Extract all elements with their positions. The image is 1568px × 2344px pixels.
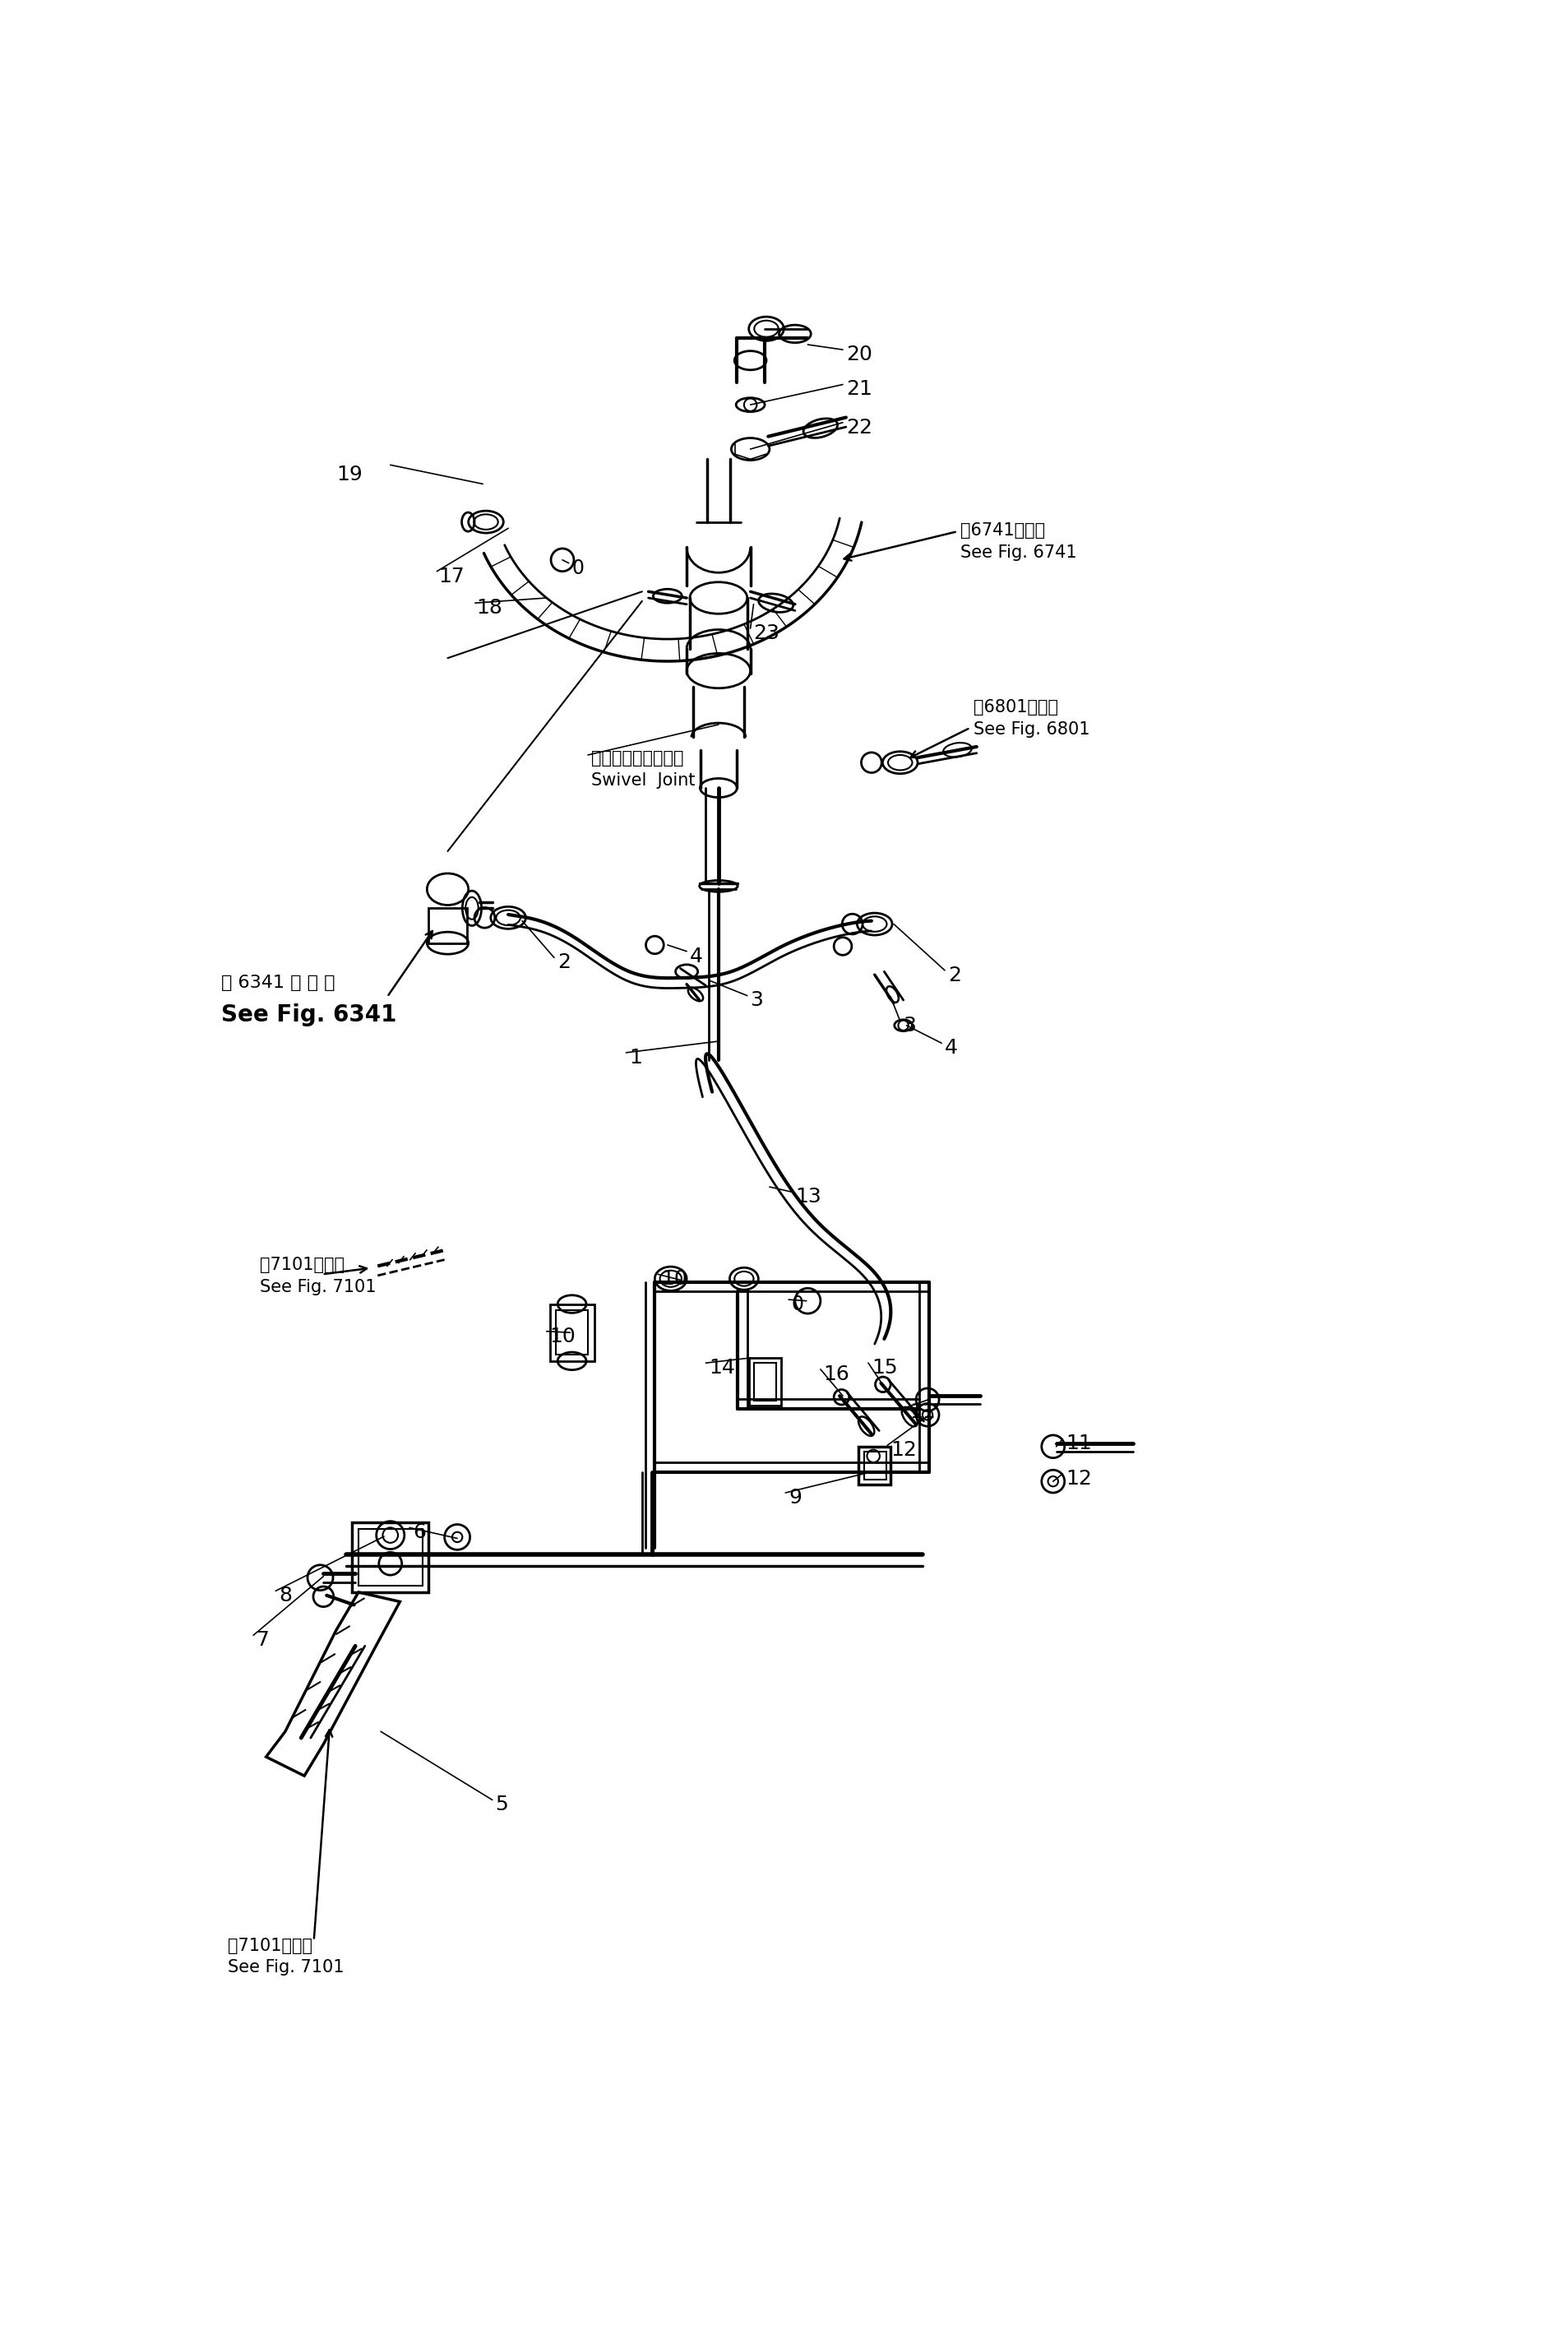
Text: 8: 8	[279, 1587, 292, 1606]
Text: 17: 17	[437, 567, 464, 586]
Bar	[557, 1310, 588, 1355]
Text: 16: 16	[823, 1364, 850, 1383]
Text: 第7101図参照: 第7101図参照	[227, 1938, 312, 1955]
Text: 22: 22	[847, 417, 872, 438]
Text: 11: 11	[1066, 1435, 1091, 1453]
Bar	[428, 907, 467, 942]
Text: See Fig. 6741: See Fig. 6741	[961, 544, 1077, 560]
Text: 第7101図参照: 第7101図参照	[260, 1256, 345, 1273]
Text: 18: 18	[477, 598, 503, 619]
Text: 1: 1	[629, 1048, 643, 1067]
Text: 21: 21	[847, 380, 872, 398]
Bar	[353, 1524, 428, 1592]
Text: 23: 23	[754, 624, 779, 642]
Text: 4: 4	[690, 947, 702, 966]
Text: 第 6341 図 参 照: 第 6341 図 参 照	[221, 975, 336, 992]
Text: 10: 10	[662, 1268, 687, 1289]
Text: 2: 2	[949, 966, 961, 984]
Text: スイベルジョイント: スイベルジョイント	[591, 750, 684, 766]
Bar	[859, 1446, 891, 1484]
Text: 19: 19	[336, 464, 362, 485]
Text: 第6801図参照: 第6801図参照	[974, 699, 1058, 715]
Text: See Fig. 7101: See Fig. 7101	[260, 1280, 376, 1296]
Text: 12: 12	[891, 1439, 917, 1460]
Text: See Fig. 7101: See Fig. 7101	[227, 1960, 345, 1976]
Text: 3: 3	[751, 992, 764, 1010]
Bar	[754, 1362, 776, 1402]
Bar	[550, 1303, 594, 1362]
Bar	[864, 1451, 886, 1479]
Bar	[359, 1528, 422, 1587]
Text: 5: 5	[495, 1796, 508, 1814]
Text: 4: 4	[946, 1038, 958, 1057]
Text: 14: 14	[709, 1357, 735, 1378]
Text: 第6741図参照: 第6741図参照	[961, 523, 1046, 539]
Text: 20: 20	[847, 345, 872, 363]
Text: 0: 0	[572, 558, 585, 579]
Text: 11: 11	[909, 1402, 936, 1423]
Text: 12: 12	[1066, 1470, 1091, 1488]
Text: Swivel  Joint: Swivel Joint	[591, 771, 695, 788]
Text: 0: 0	[792, 1294, 804, 1315]
Text: See Fig. 6801: See Fig. 6801	[974, 722, 1090, 738]
Text: See Fig. 6341: See Fig. 6341	[221, 1003, 397, 1027]
Text: 10: 10	[550, 1327, 575, 1345]
Text: 9: 9	[789, 1488, 801, 1507]
Text: 2: 2	[557, 952, 571, 973]
Text: 3: 3	[903, 1015, 916, 1036]
Bar	[750, 1357, 781, 1406]
Text: 6: 6	[412, 1524, 426, 1542]
Text: 15: 15	[872, 1357, 897, 1378]
Text: 13: 13	[795, 1186, 822, 1207]
Text: 7: 7	[257, 1629, 270, 1650]
